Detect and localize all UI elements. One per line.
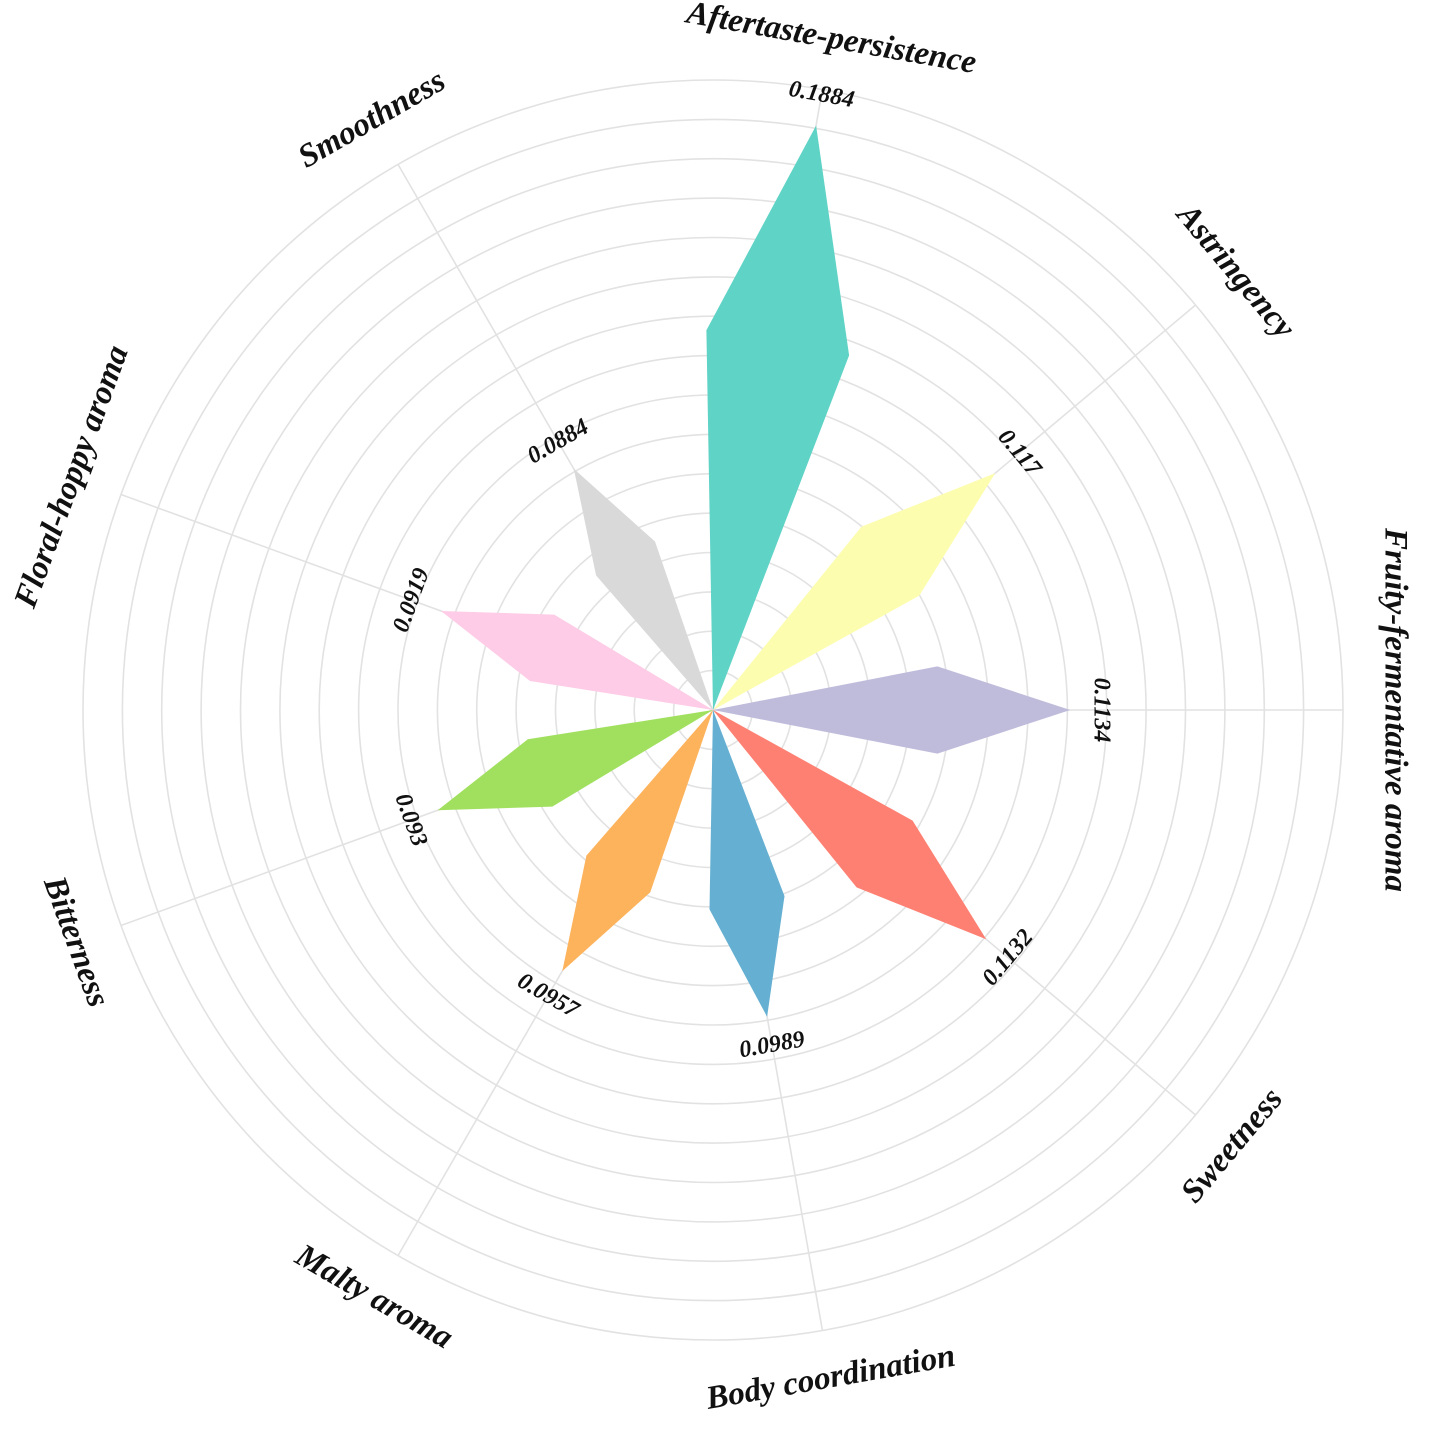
value-label-astringency: 0.117 — [993, 424, 1047, 482]
value-label-body-coordination: 0.0989 — [737, 1026, 807, 1063]
petal-fruity-fermentative-aroma — [713, 666, 1071, 754]
value-label-fruity-fermentative-aroma: 0.1134 — [1089, 678, 1115, 743]
category-label-aftertaste-persistence: Aftertaste-persistence — [682, 0, 979, 81]
category-label-smoothness: Smoothness — [292, 63, 451, 176]
category-label-sweetness: Sweetness — [1174, 1081, 1290, 1209]
category-label-malty-aroma: Malty aroma — [289, 1237, 460, 1356]
category-label-bitterness: Bitterness — [36, 871, 117, 1012]
petal-floral-hoppy-aroma — [441, 611, 713, 710]
petal-layer — [437, 125, 1071, 1017]
category-label-floral-hoppy-aroma: Floral-hoppy aroma — [7, 341, 136, 614]
petal-body-coordination — [709, 710, 785, 1017]
value-label-aftertaste-persistence: 0.1884 — [787, 76, 857, 113]
value-label-floral-hoppy-aroma: 0.0919 — [388, 565, 435, 636]
category-label-astringency: Astringency — [1168, 196, 1302, 346]
petal-sweetness — [713, 710, 987, 940]
value-label-malty-aroma: 0.0957 — [513, 968, 584, 1024]
petal-astringency — [713, 473, 996, 710]
value-label-smoothness: 0.0884 — [523, 414, 593, 470]
petal-bitterness — [437, 710, 713, 811]
petal-malty-aroma — [562, 710, 713, 972]
petal-smoothness — [573, 468, 713, 710]
category-label-body-coordination: Body coordination — [702, 1338, 958, 1417]
petal-aftertaste-persistence — [706, 125, 850, 711]
category-label-fruity-fermentative-aroma: Fruity-fermentative aroma — [1377, 527, 1413, 892]
value-label-bitterness: 0.093 — [389, 790, 432, 850]
